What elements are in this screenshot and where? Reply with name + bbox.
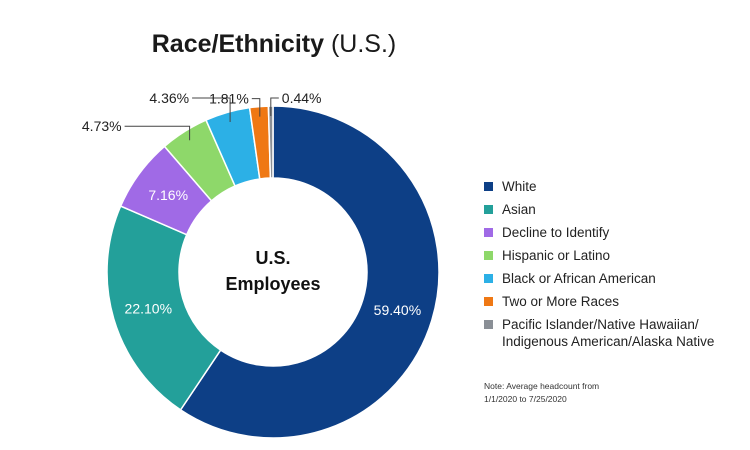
leader-line-black-or-african-american: [192, 97, 231, 122]
chart-title-main: Race/Ethnicity: [151, 30, 325, 58]
legend-label: Asian: [502, 202, 536, 217]
data-label-decline-to-identify: 7.16%: [148, 187, 188, 203]
legend-item-pacific-islander: Pacific Islander/Native Hawaiian/ Indige…: [484, 316, 746, 350]
legend-label: Decline to Identify: [502, 225, 610, 240]
chart-title-sub: (U.S.): [330, 30, 397, 58]
legend-item-black-or-african-american: Black or African American: [484, 270, 746, 287]
data-label-pacific-islander: 0.44%: [282, 90, 322, 106]
legend-swatch: [484, 228, 493, 237]
data-label-asian: 22.10%: [125, 301, 172, 317]
data-label-black-or-african-american: 4.36%: [149, 90, 189, 106]
leader-line-pacific-islander: [270, 97, 279, 116]
legend-item-hispanic-or-latino: Hispanic or Latino: [484, 247, 746, 264]
label-leader-lines: [124, 97, 279, 141]
legend-label: White: [502, 179, 537, 194]
legend-swatch: [484, 274, 493, 283]
legend-label: Two or More Races: [502, 294, 620, 309]
data-label-two-or-more-races: 1.81%: [209, 91, 249, 107]
legend-label: Hispanic or Latino: [502, 248, 611, 263]
legend-item-white: White: [484, 178, 746, 195]
legend-item-decline-to-identify: Decline to Identify: [484, 224, 746, 241]
data-label-hispanic-or-latino: 4.73%: [82, 118, 122, 134]
legend-label: Black or African American: [502, 271, 656, 286]
note-text: Note: Average headcount from 1/1/2020 to…: [484, 381, 600, 404]
leader-line-hispanic-or-latino: [124, 125, 191, 141]
slice-labels: 59.40% 22.10% 7.16% 4.73% 4.36% 1.81% 0.44%: [82, 90, 421, 318]
slice-asian: [106, 205, 222, 411]
legend-swatch: [484, 297, 493, 306]
legend-swatch: [484, 320, 493, 329]
slice-pacific-islander: [267, 105, 274, 179]
chart-title: Race/Ethnicity (U.S.): [0, 30, 548, 59]
legend-swatch: [484, 205, 493, 214]
center-label-line: Employees: [225, 274, 320, 294]
legend-item-asian: Asian: [484, 201, 746, 218]
legend-item-two-or-more-races: Two or More Races: [484, 293, 746, 310]
legend-label: Pacific Islander/Native Hawaiian/ Indige…: [502, 317, 715, 349]
donut-slices: [106, 105, 440, 439]
legend: White Asian Decline to Identify Hispanic or…: [484, 178, 746, 356]
center-label: U.S. Employees: [225, 248, 320, 294]
legend-swatch: [484, 251, 493, 260]
slice-white: [179, 105, 440, 439]
center-label-line: U.S.: [255, 248, 290, 268]
leader-line-two-or-more-races: [251, 98, 261, 117]
data-label-white: 59.40%: [374, 302, 421, 318]
legend-swatch: [484, 182, 493, 191]
